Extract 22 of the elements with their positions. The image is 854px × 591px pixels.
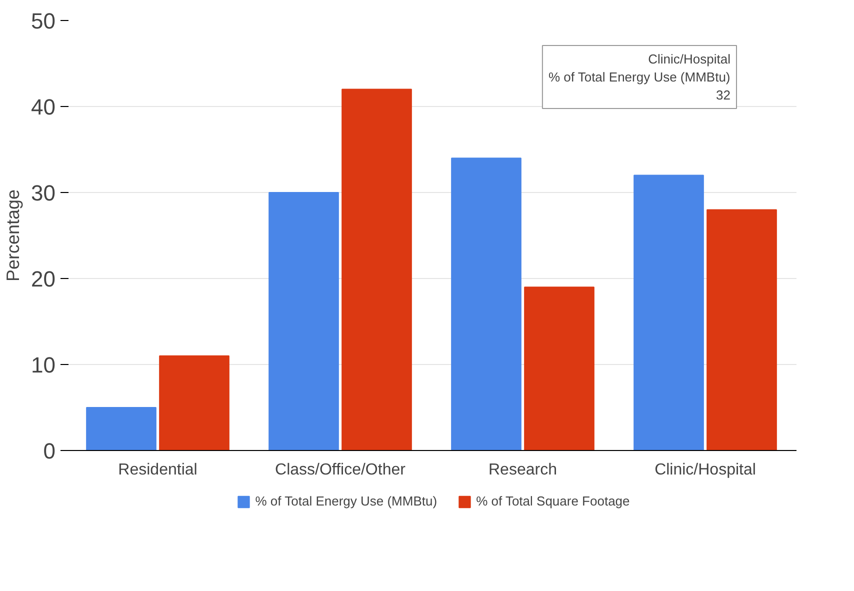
y-tick-label: 30 (31, 180, 56, 206)
x-tick-label: Residential (118, 462, 198, 478)
x-tick-label: Class/Office/Other (275, 462, 406, 478)
y-tick-label: 0 (43, 438, 56, 464)
bar (86, 407, 156, 450)
x-tick-label: Research (488, 462, 557, 478)
bar (451, 158, 522, 450)
y-axis-title: Percentage (3, 189, 24, 282)
y-tick-label: 50 (31, 8, 56, 34)
y-tick-label: 20 (31, 266, 56, 292)
legend-label: % of Total Square Footage (476, 494, 630, 508)
y-tick-label: 10 (31, 352, 56, 378)
annotation: Clinic/Hospital % of Total Energy Use (MMBtu) 32 (548, 52, 731, 102)
bar (634, 174, 704, 450)
legend-label: % of Total Energy Use (MMBtu) (255, 494, 438, 508)
bar (524, 286, 594, 450)
bar (268, 192, 339, 450)
bar (342, 88, 412, 450)
x-tick-label: Clinic/Hospital (654, 462, 756, 478)
y-tick-label: 40 (31, 94, 56, 120)
bar (159, 355, 230, 450)
bar (706, 209, 777, 450)
